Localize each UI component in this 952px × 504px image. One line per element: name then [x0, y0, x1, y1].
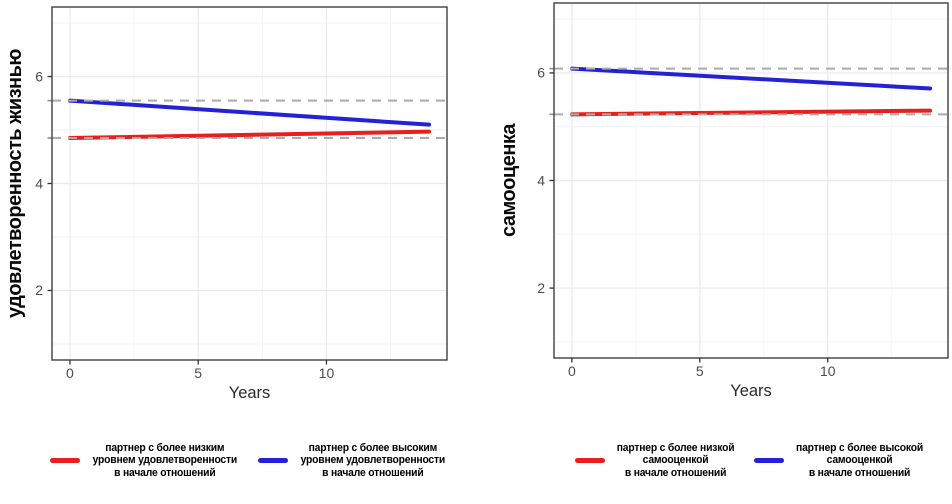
- legend-label-lower-satisfaction-partner: партнер с более низким уровнем удовлетвор…: [92, 442, 237, 479]
- y-tick-label: 4: [537, 172, 545, 188]
- chart-life-satisfaction-plot: 2 4 6 0 5 10 Years удовлетворенность жизнью: [4, 6, 448, 402]
- y-axis-title: удовлетворенность жизнью: [4, 49, 26, 318]
- legend-key-higher-satisfaction-partner: [257, 458, 288, 464]
- legend-label-line: самооценкой: [642, 454, 709, 467]
- x-tick-label: 10: [820, 363, 836, 379]
- x-tick-label: 10: [319, 365, 335, 381]
- x-axis-title: Years: [730, 382, 772, 400]
- legend-label-line: в начале отношений: [808, 466, 911, 479]
- legend-label-line: партнер с более высокой: [796, 442, 924, 454]
- series-line-lower-satisfaction-partner: [67, 129, 432, 141]
- legend-item-higher-self-esteem-partner: партнер с более высокой самооценкой в нача…: [754, 442, 927, 479]
- y-tick-label: 2: [537, 280, 545, 296]
- chart-self-esteem-legend: партнер с более низкой самооценкой в начал…: [554, 442, 948, 479]
- chart-self-esteem: 2 4 6 0 5 10 Years самооценка партнер с более н…: [476, 0, 952, 479]
- legend-label-line: самооценкой: [826, 454, 893, 467]
- x-axis-title: Years: [229, 384, 271, 402]
- legend-item-higher-satisfaction-partner: партнер с более высоким уровнем удовлетво…: [257, 442, 450, 479]
- legend-key-higher-self-esteem-partner: [754, 458, 785, 464]
- legend-label-line: партнер с более высоким: [308, 442, 437, 454]
- y-tick-label: 2: [35, 282, 43, 298]
- legend-label-lower-self-esteem-partner: партнер с более низкой самооценкой в начал…: [617, 442, 735, 479]
- x-tick-label: 5: [194, 365, 202, 381]
- chart-life-satisfaction: 2 4 6 0 5 10 Years удовлетворенность жизнью пар…: [0, 0, 476, 479]
- x-tick-label: 0: [568, 363, 576, 379]
- chart-life-satisfaction-legend: партнер с более низким уровнем удовлетвор…: [49, 442, 450, 479]
- legend-key-lower-satisfaction-partner: [49, 458, 80, 464]
- y-axis-title: самооценка: [498, 123, 520, 237]
- legend-item-lower-self-esteem-partner: партнер с более низкой самооценкой в начал…: [574, 442, 738, 479]
- legend-label-line: уровнем удовлетворенности: [92, 454, 237, 467]
- legend-label-line: в начале отношений: [321, 466, 424, 479]
- legend-label-line: в начале отношений: [624, 466, 727, 479]
- legend-key-lower-self-esteem-partner: [574, 458, 605, 464]
- legend-label-line: партнер с более низким: [105, 442, 225, 454]
- legend-label-line: в начале отношений: [113, 466, 216, 479]
- legend-label-line: партнер с более низкой: [616, 442, 735, 454]
- series-line-lower-self-esteem-partner: [569, 108, 933, 117]
- x-tick-label: 0: [66, 365, 74, 381]
- y-tick-label: 6: [35, 68, 43, 84]
- legend-label-higher-satisfaction-partner: партнер с более высоким уровнем удовлетво…: [300, 442, 445, 479]
- legend-item-lower-satisfaction-partner: партнер с более низким уровнем удовлетвор…: [49, 442, 242, 479]
- series-line-higher-self-esteem-partner: [569, 66, 933, 91]
- series-line-higher-satisfaction-partner: [67, 98, 432, 127]
- legend-label-higher-self-esteem-partner: партнер с более высокой самооценкой в нача…: [796, 442, 923, 479]
- y-tick-label: 6: [537, 65, 545, 81]
- y-tick-label: 4: [35, 175, 43, 191]
- x-tick-label: 5: [696, 363, 704, 379]
- figure: 2 4 6 0 5 10 Years удовлетворенность жизнью пар…: [0, 0, 952, 479]
- chart-self-esteem-plot: 2 4 6 0 5 10 Years самооценка: [498, 2, 949, 400]
- legend-label-line: уровнем удовлетворенности: [300, 454, 445, 467]
